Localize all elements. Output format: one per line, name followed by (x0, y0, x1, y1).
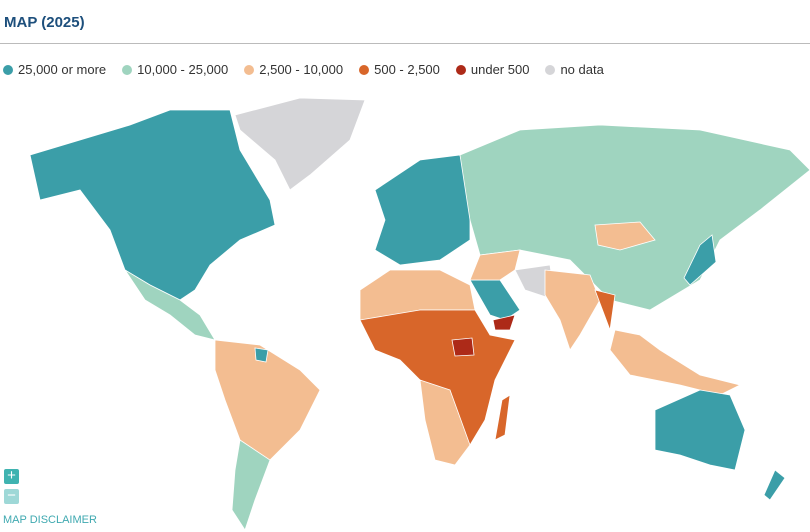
legend-item: 2,500 - 10,000 (244, 62, 343, 77)
southeast-asia (609, 329, 742, 396)
myanmar (594, 289, 616, 331)
legend-label: no data (560, 62, 604, 77)
zoom-in[interactable]: + (4, 468, 19, 484)
map-disclaimer[interactable]: MAP DISCLAIMER (3, 514, 97, 526)
greenland (234, 97, 366, 191)
divider (0, 43, 810, 44)
legend-swatch (3, 64, 13, 75)
southern-africa (419, 379, 471, 466)
legend-item: 10,000 - 25,000 (122, 62, 228, 77)
title: MAP (2025) (4, 14, 85, 31)
legend-swatch (244, 64, 255, 75)
middle-east (469, 249, 521, 281)
legend-swatch (122, 64, 133, 75)
legend-label: 500 - 2,500 (374, 62, 440, 77)
legend-item: 25,000 or more (3, 62, 106, 77)
mongolia (594, 221, 656, 251)
australia (654, 389, 746, 471)
legend-swatch (359, 64, 370, 75)
legend-label: 2,500 - 10,000 (259, 62, 344, 77)
legend-swatch (545, 64, 556, 75)
north-america (29, 109, 276, 301)
legend: 25,000 or more 10,000 - 25,000 2,500 - 10,… (3, 62, 604, 77)
legend-item: no data (545, 62, 604, 77)
southern-cone (231, 439, 271, 531)
legend-item: under 500 (455, 62, 530, 77)
legend-label: 25,000 or more (18, 62, 107, 77)
japan (683, 234, 717, 286)
south-sudan (451, 337, 475, 357)
legend-swatch (455, 64, 466, 75)
world-map (29, 97, 810, 531)
legend-label: 10,000 - 25,000 (137, 62, 229, 77)
yemen (492, 314, 516, 331)
india (544, 269, 601, 351)
legend-label: under 500 (470, 62, 530, 77)
guiana (254, 347, 269, 363)
russia-asia (459, 124, 810, 311)
zoom-out[interactable]: − (4, 488, 19, 504)
europe (374, 154, 471, 266)
sub-saharan-africa (359, 309, 516, 456)
legend-item: 500 - 2,500 (359, 62, 440, 77)
new-zealand (763, 469, 786, 501)
madagascar (494, 394, 511, 441)
